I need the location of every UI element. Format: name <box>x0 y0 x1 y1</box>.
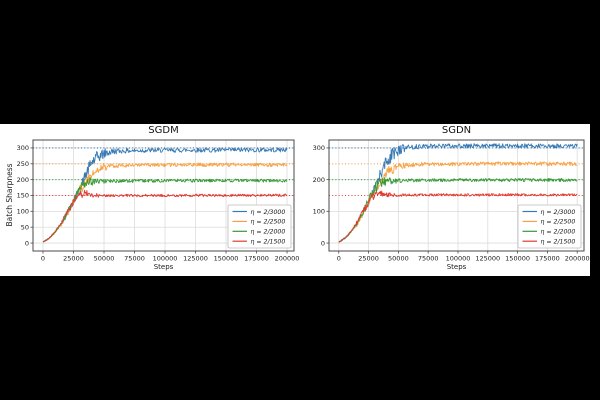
x-tick-label: 50000 <box>94 255 115 263</box>
x-tick-label: 25000 <box>358 255 379 263</box>
x-tick-label: 75000 <box>124 255 145 263</box>
x-tick-label: 175000 <box>244 255 269 263</box>
legend-label: η = 2/3000 <box>541 209 576 216</box>
legend: η = 2/3000 η = 2/2500 η = 2/2000 η = 2/1500 <box>227 204 292 249</box>
plot-sgdn: 0 25000 50000 75000 100000 125000 150000 175000… <box>313 139 590 263</box>
y-tick-label: 0 <box>25 239 29 247</box>
x-tick-label: 125000 <box>183 255 208 263</box>
chart-title-sgdm: SGDM <box>148 125 179 136</box>
x-axis-label-right: Steps <box>446 263 467 271</box>
legend-label: η = 2/3000 <box>251 209 286 216</box>
series-line-sgdm-0 <box>42 147 288 243</box>
legend-label: η = 2/2000 <box>541 229 576 236</box>
axes-spines <box>328 139 585 252</box>
x-tick-label: 150000 <box>214 255 239 263</box>
y-tick-label: 100 <box>17 208 29 216</box>
y-tick-label: 200 <box>17 176 29 184</box>
x-tick-label: 0 <box>337 255 341 263</box>
y-tick-label: 100 <box>313 208 325 216</box>
legend-label: η = 2/1500 <box>541 239 576 246</box>
chart-title-sgdn: SGDN <box>441 125 472 136</box>
x-tick-label: 75000 <box>418 255 439 263</box>
series-line-sgdn-0 <box>338 143 578 243</box>
legend-box <box>227 204 292 249</box>
x-tick-label: 200000 <box>565 255 590 263</box>
y-tick-label: 50 <box>21 223 29 231</box>
y-tick-label: 300 <box>17 144 29 152</box>
legend-box <box>517 204 582 249</box>
y-tick-label: 300 <box>313 144 325 152</box>
charts-svg: 0 25000 50000 75000 100000 125000 150000 175000… <box>17 139 590 263</box>
legend-label: η = 2/2500 <box>541 219 576 226</box>
legend-label: η = 2/1500 <box>251 239 286 246</box>
x-tick-label: 0 <box>41 255 45 263</box>
y-tick-label: 250 <box>17 160 29 168</box>
y-tick-label: 150 <box>17 192 29 200</box>
y-tick-label: 0 <box>321 239 325 247</box>
y-tick-label: 200 <box>313 176 325 184</box>
series-line-sgdm-2 <box>42 177 288 243</box>
plot-sgdm: 0 25000 50000 75000 100000 125000 150000 175000… <box>17 139 300 263</box>
x-tick-label: 25000 <box>63 255 84 263</box>
series-line-sgdn-1 <box>338 161 578 243</box>
x-axis-label-left: Steps <box>153 263 174 271</box>
series-line-sgdm-1 <box>42 162 288 243</box>
x-tick-label: 100000 <box>153 255 178 263</box>
x-tick-label: 175000 <box>535 255 560 263</box>
figure-panel: SGDM SGDN Batch Sharpness Steps Steps 0 2… <box>0 124 590 276</box>
x-tick-label: 50000 <box>388 255 409 263</box>
x-tick-label: 150000 <box>505 255 530 263</box>
series-line-sgdm-3 <box>42 189 288 243</box>
y-axis-label: Batch Sharpness <box>5 163 14 227</box>
x-tick-label: 200000 <box>275 255 300 263</box>
x-tick-label: 125000 <box>475 255 500 263</box>
x-tick-label: 100000 <box>446 255 471 263</box>
legend: η = 2/3000 η = 2/2500 η = 2/2000 η = 2/1500 <box>517 204 582 249</box>
legend-label: η = 2/2500 <box>251 219 286 226</box>
legend-label: η = 2/2000 <box>251 229 286 236</box>
